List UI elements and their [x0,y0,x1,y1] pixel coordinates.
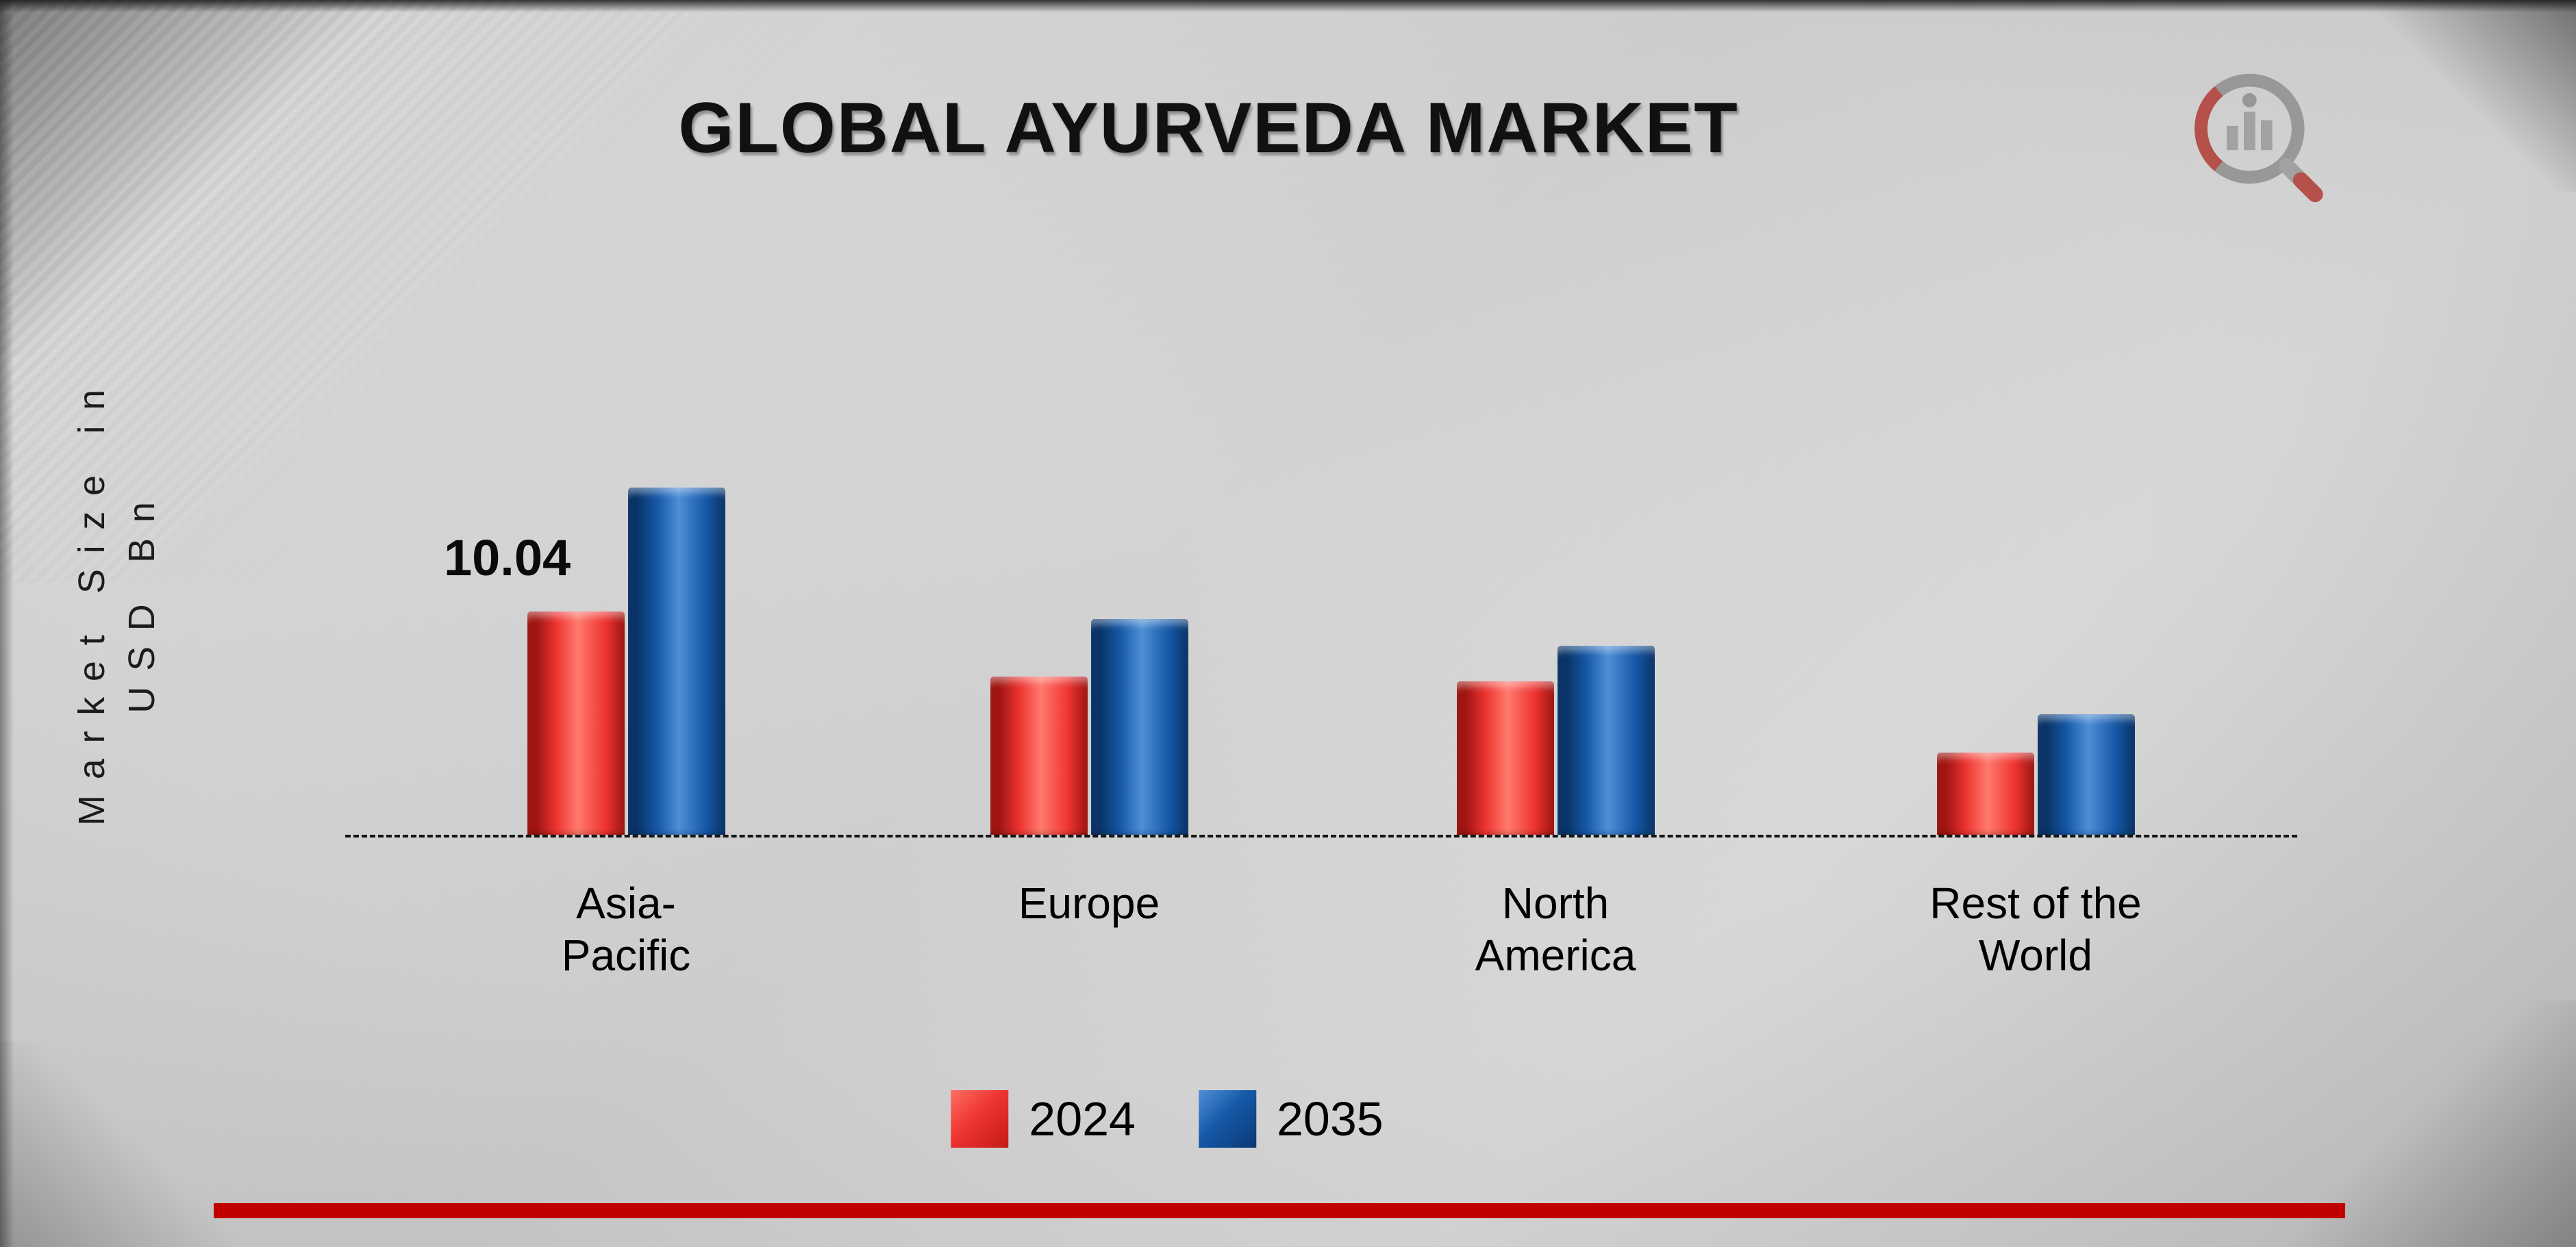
legend-swatch-2035 [1199,1090,1256,1148]
category-label-europe: Europe [1018,879,1160,928]
magnifier-chart-icon [2194,73,2323,203]
bar-2024-europe [990,677,1088,835]
legend-label-2024: 2024 [1029,1092,1136,1146]
bar-2035-rest-of-the-world [2038,714,2135,835]
bar-2024-north-america [1457,681,1554,835]
bottom-rule [214,1203,2345,1218]
category-label-asia-pacific: Asia- Pacific [561,879,691,980]
bar-2035-europe [1091,619,1188,835]
x-axis-line [345,835,2297,837]
legend: 2024 2035 [951,1090,1384,1148]
legend-item-2024: 2024 [951,1090,1136,1148]
bar-2024-asia-pacific [527,612,625,835]
legend-swatch-2024 [951,1090,1009,1148]
legend-label-2035: 2035 [1277,1092,1384,1146]
legend-item-2035: 2035 [1199,1090,1384,1148]
data-label-asia-pacific-2024: 10.04 [444,529,571,586]
page-title: GLOBAL AYURVEDA MARKET [678,88,1739,168]
category-label-north-america: North America [1475,879,1636,980]
bar-2024-rest-of-the-world [1937,753,2034,835]
bar-2035-north-america [1558,646,1655,835]
category-label-rest-of-world: Rest of the World [1929,879,2142,980]
bar-2035-asia-pacific [628,488,725,835]
mrfr-logo [2172,60,2350,231]
